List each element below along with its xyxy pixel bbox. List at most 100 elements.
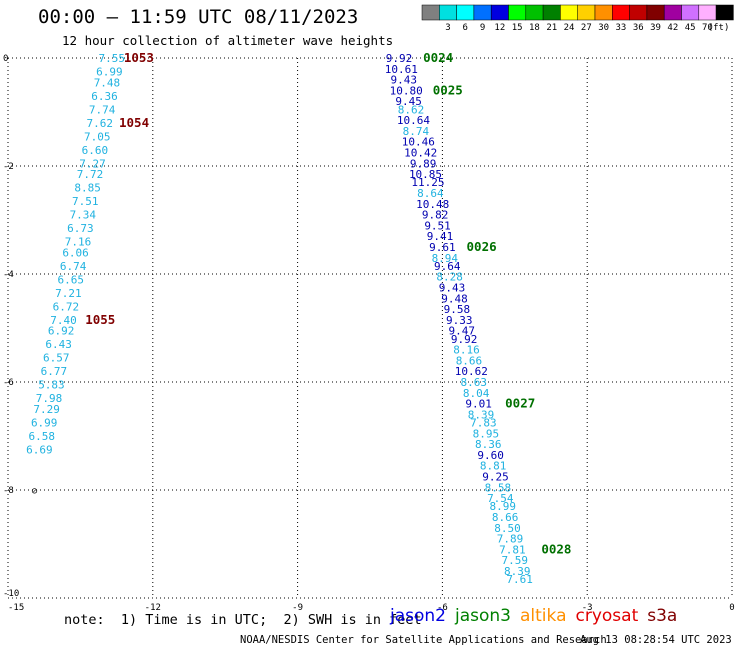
colorbar-swatch	[629, 4, 648, 21]
wave-height-label: 7.72	[77, 168, 104, 181]
wave-height-label: 10.64	[397, 114, 430, 127]
satellite-jason2: jason2	[390, 606, 446, 626]
wave-height-label: 8.74	[403, 125, 430, 138]
wave-height-label: 8.99	[489, 500, 516, 513]
wave-height-label: 9.48	[441, 292, 468, 305]
colorbar-tick-label: 21	[546, 23, 557, 33]
wave-height-label: 8.28	[436, 271, 463, 284]
wave-height-label: 7.51	[72, 195, 99, 208]
wave-height-label: 7.83	[470, 417, 497, 430]
wave-height-label: 7.29	[33, 403, 60, 416]
time-label: 1054	[119, 115, 149, 130]
wave-height-label: 10.46	[402, 136, 435, 149]
wave-height-label: 9.45	[395, 95, 422, 108]
wave-height-label: 8.81	[480, 460, 507, 473]
wave-height-label: 7.81	[499, 543, 526, 556]
wave-height-label: 6.77	[41, 365, 68, 378]
wave-height-label: 7.59	[502, 554, 529, 567]
colorbar-swatch	[594, 4, 613, 21]
time-label: 1053	[124, 50, 154, 65]
wave-height-label: 6.92	[48, 325, 75, 338]
footer-timestamp: Aug 13 08:28:54 UTC 2023	[580, 634, 732, 646]
data-points: 7.556.997.486.367.747.627.056.607.277.72…	[26, 52, 533, 586]
wave-height-label: 8.39	[504, 565, 531, 578]
y-tick-label: -2	[3, 162, 14, 172]
colorbar-tick-label: 70	[702, 23, 713, 33]
wave-height-label: 6.72	[53, 300, 80, 313]
colorbar-swatch	[715, 4, 734, 21]
colorbar-swatch	[473, 4, 492, 21]
wave-height-label: 6.69	[26, 444, 53, 457]
colorbar-swatch	[542, 4, 561, 21]
wave-height-label: 7.34	[70, 209, 97, 222]
y-tick-label: -6	[3, 378, 14, 388]
colorbar-swatch	[490, 4, 509, 21]
wave-height-label: 8.62	[398, 103, 425, 116]
wave-height-label: 7.16	[65, 236, 92, 249]
x-tick-label: -3	[582, 603, 593, 613]
wave-height-label: 8.94	[432, 252, 459, 265]
wave-height-label: 6.65	[57, 273, 84, 286]
footer-credit: NOAA/NESDIS Center for Satellite Applica…	[240, 634, 607, 646]
wave-height-label: 9.60	[477, 449, 504, 462]
wave-height-label: 7.05	[84, 130, 111, 143]
track-start-marker: ⊘	[32, 486, 38, 497]
colorbar-tick-label: 15	[512, 23, 523, 33]
wave-height-label: 9.43	[391, 74, 418, 87]
x-tick-label: -9	[292, 603, 303, 613]
wave-height-label: 9.89	[410, 157, 437, 170]
colorbar-tick-label: 39	[650, 23, 661, 33]
wave-height-label: 7.27	[79, 157, 106, 170]
wave-height-label: 8.85	[74, 182, 101, 195]
time-label: 0027	[505, 396, 535, 411]
wave-height-label: 8.50	[494, 522, 521, 535]
wave-height-label: 6.73	[67, 222, 94, 235]
colorbar-swatch	[612, 4, 630, 21]
footer-note: note: 1) Time is in UTC; 2) SWH is in fe…	[64, 612, 422, 628]
wave-height-label: 7.54	[487, 492, 514, 505]
satellite-altika: altika	[520, 606, 567, 626]
x-tick-label: -15	[8, 603, 24, 613]
wave-height-label: 6.60	[82, 144, 109, 157]
satellite-legend: jason2 jason3 altika cryosat s3a	[390, 606, 677, 626]
colorbar-tick-label: 18	[529, 23, 540, 33]
colorbar-tick-label: 24	[564, 23, 575, 33]
wave-height-label: 8.58	[485, 481, 512, 494]
colorbar-unit: (ft)	[708, 23, 730, 33]
wave-height-label: 6.58	[29, 430, 56, 443]
y-tick-label: -10	[3, 589, 19, 599]
wave-height-label: 8.64	[417, 187, 444, 200]
wave-height-label: 6.99	[96, 66, 123, 79]
wave-height-label: 7.21	[55, 287, 82, 300]
time-label: 0026	[467, 239, 497, 254]
wave-height-label: 10.80	[390, 84, 423, 97]
colorbar-swatch	[577, 4, 596, 21]
wave-height-label: 7.61	[506, 573, 533, 586]
wave-height-label: 6.43	[45, 338, 72, 351]
colorbar-swatch	[421, 4, 440, 21]
axes: -15 -12 -9 -6 -3 0 0 -2 -4 -6 -8 -10	[3, 54, 735, 613]
wave-height-label: 6.74	[60, 260, 87, 273]
colorbar-tick-label: 33	[616, 23, 627, 33]
time-label: 0028	[541, 541, 571, 556]
wave-height-label: 10.48	[416, 198, 449, 211]
colorbar-tick-label: 12	[494, 23, 505, 33]
wave-height-label: 6.99	[31, 417, 58, 430]
time-label: 0025	[433, 82, 463, 97]
colorbar-tick-label: 3	[445, 23, 450, 33]
colorbar-tick-label: 6	[463, 23, 468, 33]
wave-height-label: 10.85	[409, 168, 442, 181]
wave-height-label: 8.95	[473, 427, 500, 440]
colorbar-swatch	[439, 4, 457, 21]
wave-height-label: 10.62	[455, 365, 488, 378]
time-label: 1055	[85, 312, 115, 327]
header-subtitle: 12 hour collection of altimeter wave hei…	[62, 33, 394, 48]
wave-height-label: 8.66	[456, 354, 483, 367]
header-title: 00:00 — 11:59 UTC 08/11/2023	[38, 6, 359, 28]
wave-height-label: 7.98	[36, 392, 63, 405]
colorbar-swatch	[698, 4, 717, 21]
colorbar-tick-label: 36	[633, 23, 644, 33]
wave-height-label: 7.55	[99, 52, 126, 65]
colorbar-tick-label: 27	[581, 23, 592, 33]
wave-height-label: 7.62	[86, 117, 113, 130]
